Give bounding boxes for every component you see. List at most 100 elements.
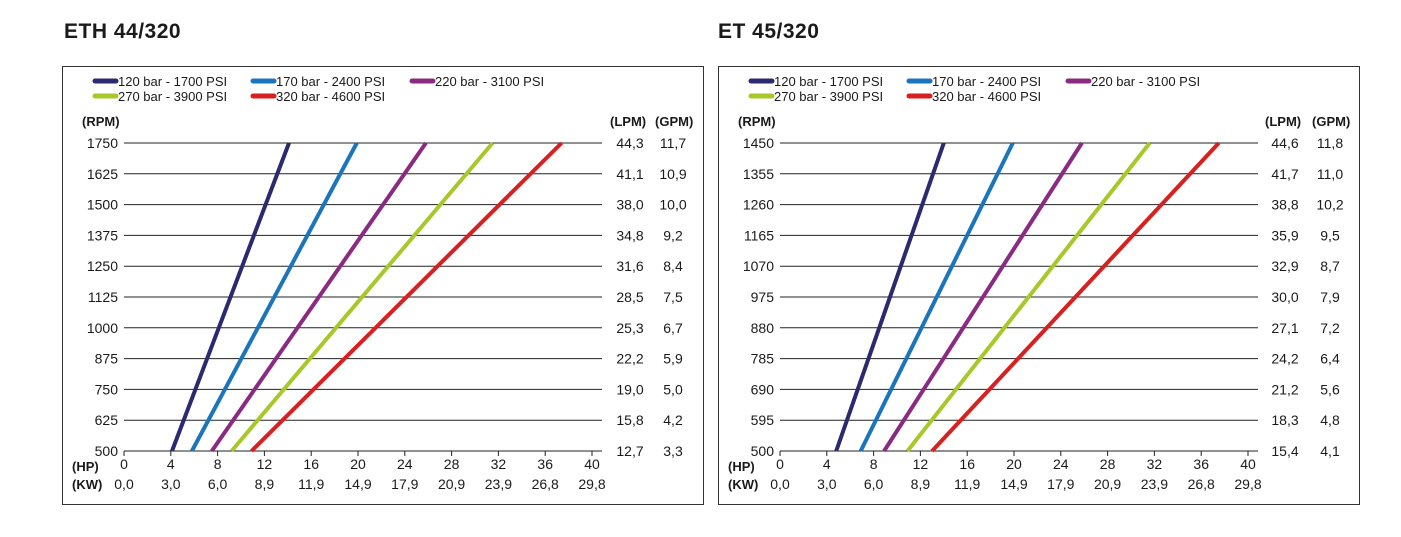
lpm-tick-label: 44,6: [1271, 135, 1298, 151]
series-line-1: [170, 142, 291, 452]
y-tick-label: 625: [95, 412, 119, 428]
y-tick-label: 1165: [744, 227, 774, 243]
x-tick-label-hp: 36: [537, 456, 553, 472]
series-line-3: [210, 141, 428, 453]
x-tick-label-hp: 4: [823, 456, 831, 472]
y-tick-label: 1260: [743, 197, 774, 213]
series-line-2: [190, 142, 359, 452]
gpm-tick-label: 4,8: [1320, 412, 1340, 428]
y-tick-label: 1125: [88, 289, 118, 305]
x-tick-label-kw: 11,9: [954, 476, 980, 492]
x-tick-label-kw: 8,9: [911, 476, 931, 492]
x-tick-label-kw: 29,8: [578, 476, 605, 492]
x-tick-label-hp: 40: [584, 456, 600, 472]
y-tick-label: 1625: [87, 166, 118, 182]
y-tick-label: 1750: [87, 135, 118, 151]
x-tick-label-kw: 6,0: [864, 476, 884, 492]
chart-title-eth-44-320: ETH 44/320: [64, 20, 182, 43]
x-tick-label-kw: 26,8: [1188, 476, 1215, 492]
y-tick-label: 500: [95, 443, 119, 459]
lpm-tick-label: 41,1: [616, 166, 643, 182]
x-tick-label-kw: 3,0: [161, 476, 181, 492]
legend-entry: 170 bar - 2400 PSI: [276, 74, 385, 89]
x-tick-label-kw: 26,8: [532, 476, 559, 492]
x-tick-label-hp: 32: [491, 456, 507, 472]
y-tick-label: 1000: [87, 320, 118, 336]
gpm-tick-label: 8,7: [1320, 258, 1340, 274]
series-line-1: [834, 142, 946, 452]
series-line-5: [930, 141, 1221, 453]
chart-frame: [62, 66, 704, 505]
gpm-tick-label: 4,1: [1320, 443, 1340, 459]
y-axis-label-rpm: (RPM): [82, 114, 120, 129]
gpm-tick-label: 10,0: [659, 197, 686, 213]
gpm-tick-label: 9,5: [1320, 227, 1340, 243]
x-axis-label-kw: (KW): [728, 477, 758, 492]
y-tick-label: 690: [751, 381, 775, 397]
x-tick-label-hp: 4: [167, 456, 175, 472]
lpm-tick-label: 35,9: [1271, 227, 1298, 243]
x-tick-label-hp: 24: [1053, 456, 1069, 472]
x-tick-label-hp: 8: [214, 456, 222, 472]
y-tick-label: 500: [751, 443, 775, 459]
gpm-tick-label: 11,0: [1317, 166, 1343, 182]
x-tick-label-kw: 20,9: [438, 476, 465, 492]
series-line-4: [230, 141, 495, 453]
gpm-tick-label: 6,7: [663, 320, 683, 336]
y-tick-label: 1375: [87, 227, 118, 243]
lpm-tick-label: 27,1: [1271, 320, 1298, 336]
lpm-tick-label: 18,3: [1271, 412, 1298, 428]
x-tick-label-kw: 0,0: [114, 476, 134, 492]
lpm-tick-label: 28,5: [616, 289, 643, 305]
lpm-tick-label: 12,7: [616, 443, 643, 459]
lpm-tick-label: 31,6: [616, 258, 643, 274]
right-axis-label-gpm: (GPM): [1312, 114, 1350, 129]
gpm-tick-label: 4,2: [663, 412, 683, 428]
x-tick-label-hp: 12: [913, 456, 929, 472]
x-tick-label-hp: 16: [303, 456, 319, 472]
series-line-3: [882, 141, 1084, 453]
x-tick-label-hp: 32: [1147, 456, 1163, 472]
legend-entry: 170 bar - 2400 PSI: [932, 74, 1041, 89]
legend-entry: 270 bar - 3900 PSI: [774, 89, 883, 104]
gpm-tick-label: 11,7: [660, 135, 686, 151]
lpm-tick-label: 38,0: [616, 197, 643, 213]
x-tick-label-kw: 23,9: [1141, 476, 1168, 492]
y-tick-label: 875: [95, 351, 119, 367]
lpm-tick-label: 38,8: [1271, 197, 1298, 213]
x-tick-label-kw: 17,9: [1047, 476, 1074, 492]
x-tick-label-hp: 0: [120, 456, 128, 472]
lpm-tick-label: 41,7: [1271, 166, 1298, 182]
gpm-tick-label: 7,2: [1320, 320, 1340, 336]
gpm-tick-label: 9,2: [663, 227, 683, 243]
x-tick-label-kw: 6,0: [208, 476, 228, 492]
x-tick-label-hp: 28: [444, 456, 460, 472]
lpm-tick-label: 15,4: [1271, 443, 1298, 459]
x-tick-label-hp: 0: [776, 456, 784, 472]
gpm-tick-label: 5,6: [1320, 381, 1340, 397]
lpm-tick-label: 15,8: [616, 412, 643, 428]
x-tick-label-hp: 20: [1006, 456, 1022, 472]
right-axis-label-lpm: (LPM): [610, 114, 646, 129]
lpm-tick-label: 24,2: [1271, 351, 1298, 367]
legend-entry: 120 bar - 1700 PSI: [118, 74, 227, 89]
x-tick-label-kw: 20,9: [1094, 476, 1121, 492]
y-tick-label: 1070: [743, 258, 774, 274]
chart-title-et-45-320: ET 45/320: [718, 20, 820, 43]
x-tick-label-hp: 28: [1100, 456, 1116, 472]
gpm-tick-label: 11,8: [1317, 135, 1343, 151]
gpm-tick-label: 6,4: [1320, 351, 1340, 367]
x-tick-label-kw: 23,9: [485, 476, 512, 492]
x-tick-label-kw: 8,9: [255, 476, 275, 492]
x-tick-label-hp: 20: [350, 456, 366, 472]
lpm-tick-label: 22,2: [616, 351, 643, 367]
y-tick-label: 750: [95, 381, 119, 397]
x-tick-label-kw: 11,9: [298, 476, 324, 492]
y-tick-label: 1355: [743, 166, 774, 182]
right-axis-label-gpm: (GPM): [655, 114, 693, 129]
legend-entry: 270 bar - 3900 PSI: [118, 89, 227, 104]
gpm-tick-label: 3,3: [663, 443, 683, 459]
gpm-tick-label: 7,5: [663, 289, 683, 305]
x-tick-label-kw: 0,0: [770, 476, 790, 492]
